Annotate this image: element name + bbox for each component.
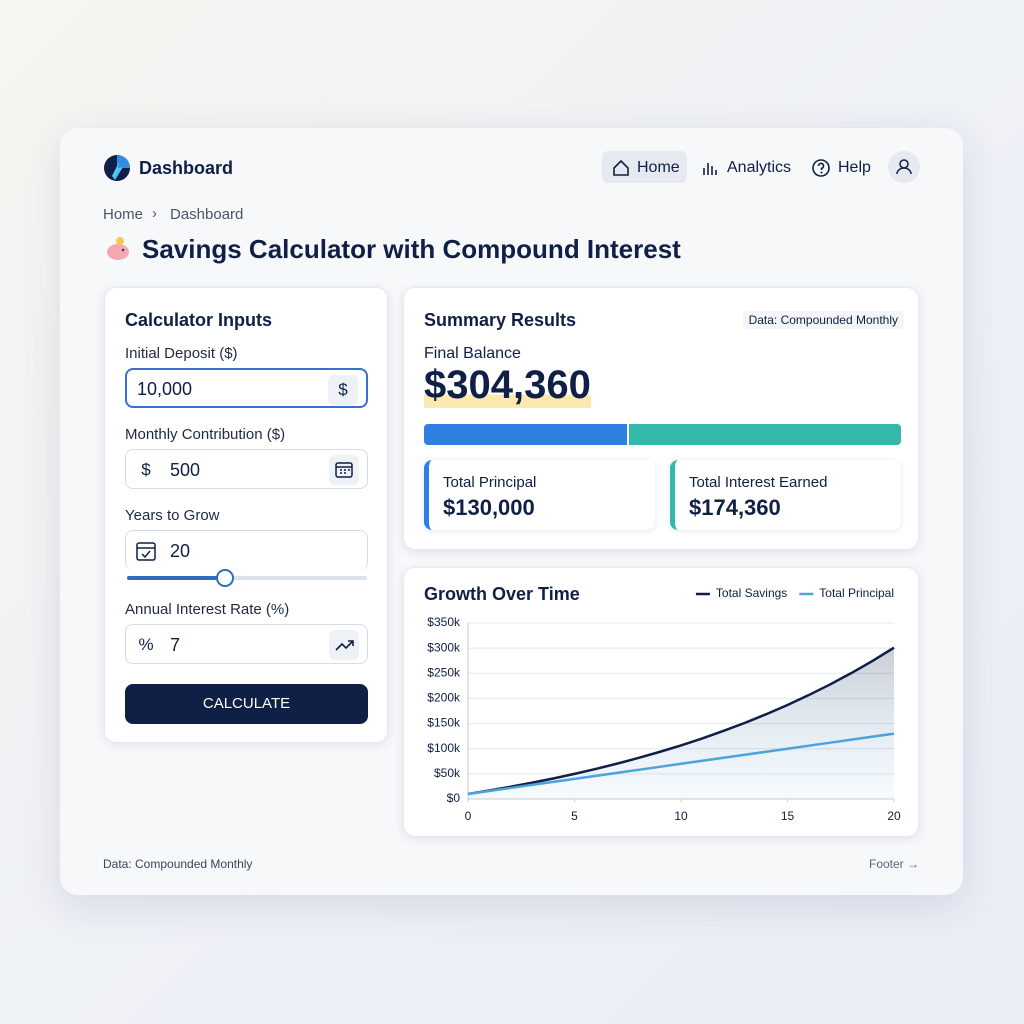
dashboard-card: Dashboard Home Analytics Help Home › Das… [60, 128, 963, 895]
stat-value: $130,000 [443, 495, 535, 520]
panel-heading: Calculator Inputs [125, 310, 273, 330]
input-value: 20 [170, 541, 191, 561]
input-value: 500 [170, 460, 201, 480]
legend-label: Total Savings [716, 586, 787, 600]
input-field[interactable]: 20 [125, 530, 368, 570]
y-tick-label: $350k [427, 615, 461, 629]
growth-chart: Growth Over Time $0 $50k $100k $150k $200k $25… [424, 584, 901, 823]
calculate-button[interactable]: CALCULATE [125, 684, 368, 724]
user-avatar[interactable] [888, 151, 920, 183]
nav-link[interactable]: Home [637, 159, 680, 176]
inputs-panel: Calculator Inputs Initial Deposit ($) 10… [104, 287, 388, 743]
calendar-icon [329, 455, 359, 485]
balance-split-bar [424, 424, 901, 445]
footer-link[interactable]: Footer → [868, 857, 919, 871]
field-label: Monthly Contribution ($) [125, 426, 286, 443]
field-label: Annual Interest Rate (%) [125, 601, 290, 618]
field-label: Years to Grow [125, 507, 220, 524]
footer-note: Data: Compounded Monthly [103, 857, 253, 871]
series-line [467, 646, 895, 796]
split-segment [628, 424, 901, 445]
logo [104, 155, 130, 181]
chart-panel: Growth Over Time $0 $50k $100k $150k $200k $25… [403, 567, 919, 837]
x-tick-label: 10 [674, 809, 688, 823]
input-value: 7 [170, 635, 181, 655]
split-segment [424, 424, 627, 445]
breadcrumb-item: Dashboard [170, 206, 244, 223]
trend-icon [329, 630, 359, 660]
final-label: Final Balance [424, 345, 521, 362]
input-affix: % [138, 635, 154, 654]
years-slider[interactable] [125, 568, 369, 588]
nav-active-bg [602, 151, 687, 183]
input-field[interactable]: 10,000 $ [125, 368, 368, 408]
y-tick-label: $100k [427, 741, 461, 755]
panel-heading: Summary Results [424, 310, 577, 330]
y-tick-label: $0 [447, 791, 461, 805]
home-icon [613, 159, 629, 176]
x-tick-label: 5 [571, 809, 578, 823]
legend-label: Total Principal [819, 586, 894, 600]
input-affix: $ [141, 460, 151, 479]
calendar-check-icon [136, 542, 156, 561]
x-tick-label: 0 [465, 809, 472, 823]
piggy-icon [107, 237, 129, 260]
x-tick-label: 20 [887, 809, 901, 823]
stat-label: Total Interest Earned [689, 474, 828, 491]
brand[interactable]: Dashboard [139, 158, 234, 178]
series-area [468, 647, 894, 799]
page-title: Savings Calculator with Compound Interes… [142, 234, 681, 264]
y-tick-label: $300k [427, 640, 461, 654]
series-line [467, 732, 895, 796]
analytics-icon [703, 163, 717, 175]
input-field[interactable]: $500 [125, 449, 368, 489]
y-tick-label: $150k [427, 716, 461, 730]
y-tick-label: $50k [434, 766, 461, 780]
input-affix: $ [328, 375, 358, 405]
y-tick-label: $200k [427, 691, 461, 705]
nav-link[interactable]: Analytics [727, 159, 792, 176]
input-value: 10,000 [137, 379, 193, 399]
principal-card: Total Principal $130,000 [424, 460, 655, 530]
stat-label: Total Principal [443, 474, 537, 491]
breadcrumb-item[interactable]: Home [103, 206, 144, 223]
input-field[interactable]: % 7 [125, 624, 368, 664]
final-balance: $304,360 [424, 363, 591, 408]
summary-panel: Summary Results Data: Compounded Monthly… [403, 287, 919, 550]
summary-note: Data: Compounded Monthly [742, 311, 904, 329]
x-tick-label: 15 [781, 809, 795, 823]
breadcrumb-separator: › [152, 205, 157, 222]
chart-title: Growth Over Time [424, 584, 580, 604]
help-icon [812, 159, 830, 177]
y-tick-label: $250k [427, 665, 461, 679]
interest-card: Total Interest Earned $174,360 [670, 460, 901, 530]
stat-value: $174,360 [689, 495, 781, 520]
nav-link[interactable]: Help [838, 159, 871, 176]
field-label: Initial Deposit ($) [125, 345, 238, 362]
